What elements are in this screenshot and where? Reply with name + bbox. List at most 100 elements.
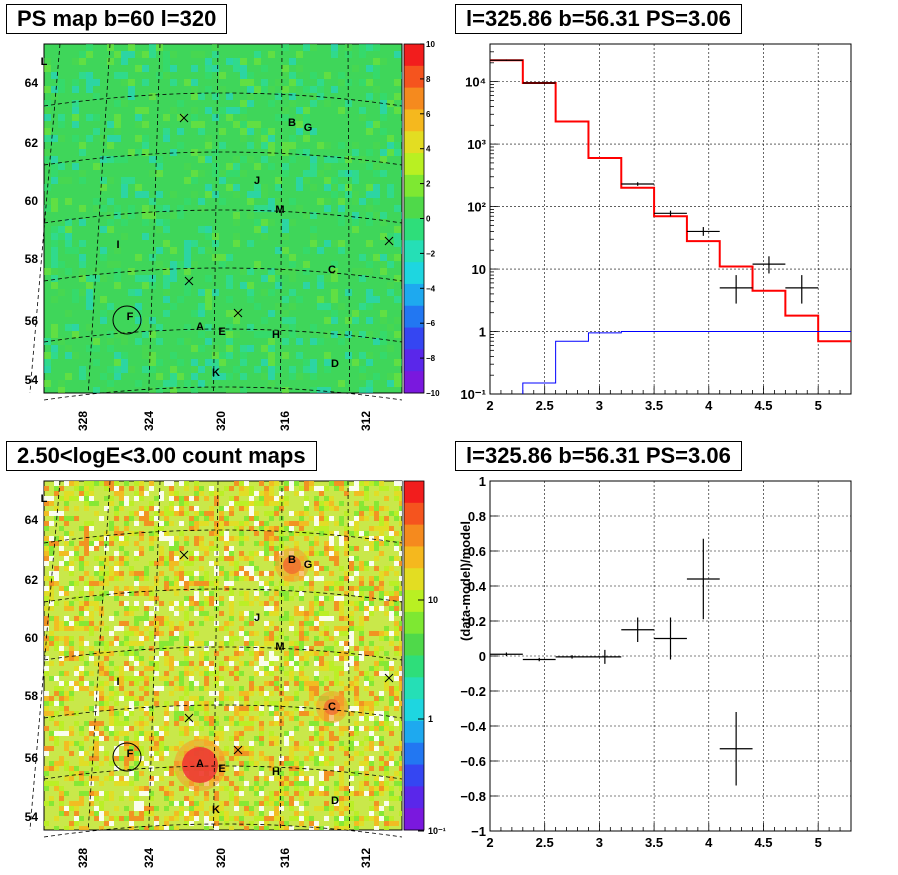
ps_map-source-label: L [41, 56, 48, 68]
ps_map-lon-tick-label: 312 [359, 411, 373, 431]
count_map-lon-gridline [347, 480, 351, 831]
count_map-source-label: L [41, 493, 48, 505]
spectrum-title: l=325.86 b=56.31 PS=3.06 [455, 4, 742, 34]
ps_map-source-label: G [304, 122, 313, 134]
count_map-lon-gridline [213, 480, 219, 831]
count_map-lat-gridline [43, 823, 403, 838]
ps_map-colorbar-tick-label: 4 [426, 145, 431, 154]
count_map-lat-gridline [43, 765, 403, 780]
ps_map-colorbar-band [404, 65, 424, 89]
ps-map-title: PS map b=60 l=320 [6, 4, 228, 34]
count_map-colorbar-band [404, 720, 424, 744]
ps_map-lon-gridline [87, 43, 111, 394]
ps_map-colorbar-tick-label: 6 [426, 110, 431, 119]
count_map-source-label: C [328, 701, 336, 713]
count_map-lon-gridline [87, 480, 111, 831]
ps_map-lat-tick-label: 62 [25, 136, 39, 150]
ps_map-source-label: B [288, 117, 296, 129]
ps_map-source-label: F [127, 311, 134, 323]
residual-title: l=325.86 b=56.31 PS=3.06 [455, 441, 742, 471]
ps_map-colorbar-tick-label: −4 [426, 284, 436, 293]
ps_map-lon-gridline [148, 43, 161, 394]
count_map-source-label: A [196, 758, 204, 770]
ps_map-lat-tick-label: 64 [25, 76, 39, 90]
count_map-source-label: G [304, 559, 313, 571]
spectrum-x-tick-label: 2.5 [536, 398, 554, 413]
count_map-colorbar-band [404, 677, 424, 700]
count_map-source-label: H [272, 766, 280, 778]
ps_map-lon-tick-label: 320 [214, 411, 228, 431]
count_map-colorbar-tick-label: 10 [428, 595, 438, 605]
count_map-source-label: F [127, 748, 134, 760]
count_map-colorbar-band [404, 786, 424, 809]
count_map-lon-gridline [148, 480, 161, 831]
count_map-source-label: E [218, 763, 225, 775]
count_map-lon-tick-label: 324 [142, 848, 156, 868]
ps_map-colorbar-tick-label: −2 [426, 249, 436, 258]
residual-y-tick-label: 0.2 [468, 614, 486, 629]
ps_map-colorbar-band [404, 305, 424, 329]
count_map-colorbar-band [404, 699, 424, 722]
ps_map-source-label: M [275, 204, 284, 216]
ps_map-lon-tick-label: 324 [142, 411, 156, 431]
residual-y-tick-label: −1 [471, 824, 486, 839]
count_map-lat-tick-label: 54 [25, 810, 39, 824]
ps_map-lat-tick-label: 54 [25, 373, 39, 387]
count_map-colorbar-band [404, 611, 424, 635]
ps_map-lat-gridline [43, 267, 403, 282]
ps_map-colorbar-tick-label: 2 [426, 180, 431, 189]
ps_map-x-marker [384, 236, 394, 246]
ps_map-lat-gridline [43, 92, 403, 107]
ps_map-colorbar-band [404, 283, 424, 307]
ps_map-lon-tick-label: 316 [278, 411, 292, 431]
count_map-lon-tick-label: 312 [359, 848, 373, 868]
ps_map-lat-gridline [43, 209, 403, 224]
ps_map-x-marker [233, 308, 243, 318]
residual-x-tick-label: 5 [815, 835, 822, 850]
ps_map-colorbar-band [404, 371, 424, 394]
ps_map-colorbar-band [404, 218, 424, 241]
residual-y-tick-label: 0.8 [468, 509, 486, 524]
count_map-colorbar-band [404, 742, 424, 766]
ps_map-colorbar-band [404, 44, 424, 67]
count_map-lat-gridline [43, 704, 403, 719]
count_map-hotspot [182, 747, 218, 783]
ps_map-colorbar-tick-label: 0 [426, 215, 431, 224]
count_map-lon-gridline [280, 480, 283, 831]
count_map-lon-gridline [29, 480, 61, 831]
ps_map-lon-gridline [280, 43, 283, 394]
count_map-colorbar-tick-label: 10⁻¹ [428, 826, 446, 836]
ps_map-colorbar-band [404, 109, 424, 132]
count_map-colorbar-band [404, 546, 424, 569]
ps_map-lon-gridline [213, 43, 219, 394]
count_map-source-label: K [212, 804, 220, 816]
spectrum-x-tick-label: 3 [596, 398, 603, 413]
ps_map-colorbar-tick-label: −10 [426, 389, 440, 398]
ps_map-source-label: K [212, 367, 220, 379]
count_map-source-label: D [331, 795, 339, 807]
count_map-lon-tick-label: 316 [278, 848, 292, 868]
ps_map-source-label: H [272, 329, 280, 341]
ps_map-colorbar-band [404, 174, 424, 198]
residual-y-axis-label: (data-model)/model [458, 521, 473, 641]
ps_map-colorbar: 10 8 6 4 2 0 −2 −4 −6 −8 −10 [403, 40, 440, 398]
count_map-source-label: I [116, 676, 119, 688]
ps_map-source-label: D [331, 358, 339, 370]
count_map-x-marker [384, 673, 394, 683]
ps_map-pixels [44, 44, 402, 393]
spectrum-plot-area [489, 43, 852, 395]
ps_map-lon-tick-label: 328 [76, 411, 90, 431]
spectrum-y-tick-label: 10 [472, 262, 486, 277]
ps_map-x-marker [179, 113, 189, 123]
ps_map-colorbar-band [404, 349, 424, 372]
residual-x-tick-label: 2 [486, 835, 493, 850]
ps_map-lat-tick-label: 60 [25, 194, 39, 208]
ps_map-source-label: A [196, 321, 204, 333]
count_map-colorbar-band [404, 481, 424, 504]
count_map-colorbar-band [404, 655, 424, 678]
ps_map-x-marker [184, 276, 194, 286]
residual-x-tick-label: 3.5 [645, 835, 663, 850]
residual-y-tick-label: 0.4 [468, 579, 487, 594]
ps_map-colorbar-tick-label: 8 [426, 75, 431, 84]
